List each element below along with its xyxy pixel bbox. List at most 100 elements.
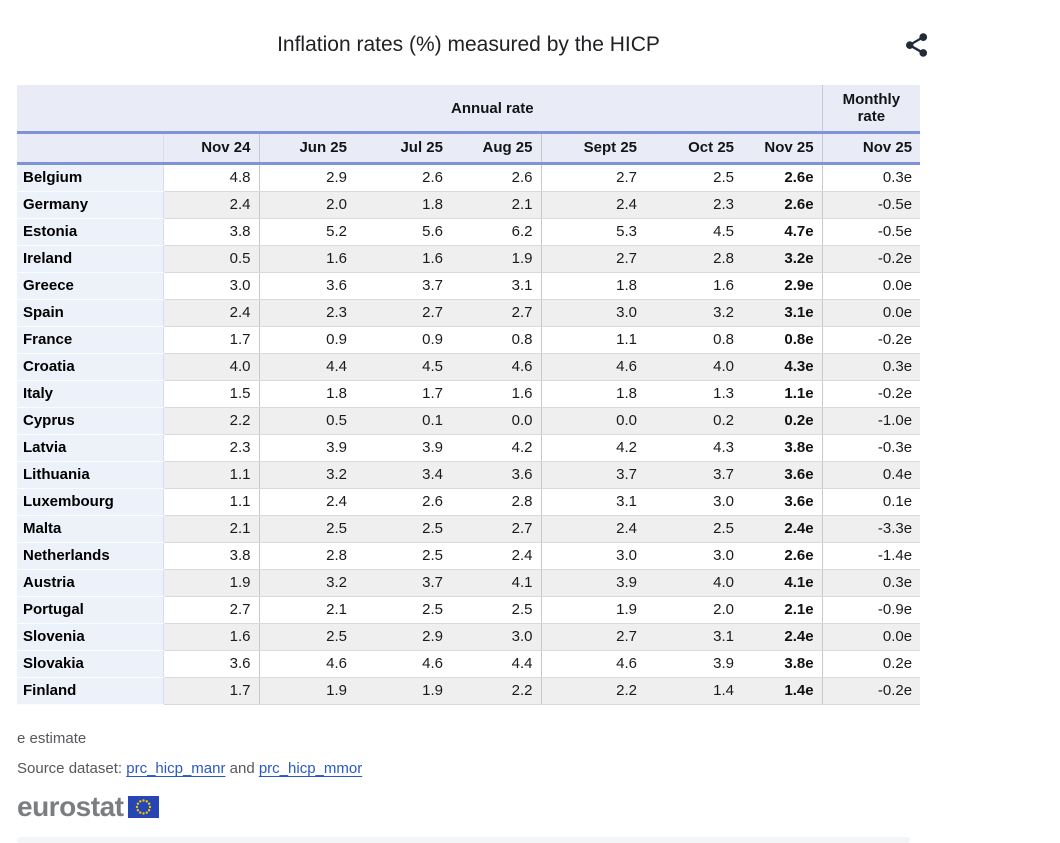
value-cell: 1.4: [645, 677, 742, 705]
corner-cell: [17, 85, 163, 134]
value-cell: 4.2: [451, 434, 542, 462]
value-cell: 4.0: [163, 353, 260, 381]
monthly-value-cell: 0.4e: [822, 461, 921, 489]
value-cell: 2.4: [259, 488, 355, 516]
monthly-column-header: Nov 25: [822, 132, 921, 165]
monthly-value-cell: -0.2e: [822, 326, 921, 354]
value-cell: 1.6: [355, 245, 451, 273]
value-cell: 5.6: [355, 218, 451, 246]
share-icon: [905, 33, 927, 57]
value-cell: 4.4: [259, 353, 355, 381]
monthly-value-cell: -1.0e: [822, 407, 921, 435]
country-cell: Estonia: [17, 218, 164, 246]
value-cell: 0.9: [259, 326, 355, 354]
value-cell: 4.6: [451, 353, 542, 381]
horizontal-scrollbar[interactable]: [17, 837, 910, 843]
value-cell: 3.2: [259, 461, 355, 489]
value-cell: 3.8e: [742, 650, 823, 678]
table-row: Germany 2.4 2.0 1.8 2.1 2.4 2.3 2.6e -0.5e: [17, 191, 921, 219]
country-cell: Spain: [17, 299, 164, 327]
value-cell: 3.9: [355, 434, 451, 462]
column-header: Oct 25: [645, 132, 742, 165]
value-cell: 3.1: [541, 488, 645, 516]
value-cell: 2.8: [645, 245, 742, 273]
country-cell: Latvia: [17, 434, 164, 462]
source-link-manr[interactable]: prc_hicp_manr: [126, 760, 226, 777]
value-cell: 1.4e: [742, 677, 823, 705]
table-row: Netherlands 3.8 2.8 2.5 2.4 3.0 3.0 2.6e -1.4e: [17, 542, 921, 570]
value-cell: 2.4: [541, 191, 645, 219]
value-cell: 3.8: [163, 218, 260, 246]
table-row: Luxembourg 1.1 2.4 2.6 2.8 3.1 3.0 3.6e 0.1e: [17, 488, 921, 516]
eu-flag-icon: [128, 796, 160, 818]
monthly-value-cell: 0.3e: [822, 569, 921, 597]
value-cell: 3.8e: [742, 434, 823, 462]
country-cell: Netherlands: [17, 542, 164, 570]
column-header: Jun 25: [259, 132, 355, 165]
value-cell: 2.2: [451, 677, 542, 705]
value-cell: 3.2: [259, 569, 355, 597]
value-cell: 1.8: [259, 380, 355, 408]
value-cell: 2.5: [259, 623, 355, 651]
country-cell: Luxembourg: [17, 488, 164, 516]
value-cell: 1.9: [163, 569, 260, 597]
value-cell: 2.7: [163, 596, 260, 624]
value-cell: 2.4: [451, 542, 542, 570]
value-cell: 2.0: [259, 191, 355, 219]
value-cell: 1.7: [163, 326, 260, 354]
value-cell: 2.8: [259, 542, 355, 570]
monthly-value-cell: -0.9e: [822, 596, 921, 624]
value-cell: 3.1: [451, 272, 542, 300]
value-cell: 3.0: [645, 542, 742, 570]
value-cell: 1.1e: [742, 380, 823, 408]
value-cell: 0.1: [355, 407, 451, 435]
country-cell: Lithuania: [17, 461, 164, 489]
value-cell: 2.5: [355, 596, 451, 624]
value-cell: 1.6: [259, 245, 355, 273]
value-cell: 2.6e: [742, 191, 823, 219]
inflation-table: Annual rate Monthly rate Nov 24 Jun 25 Jul…: [17, 85, 921, 705]
value-cell: 3.9: [645, 650, 742, 678]
value-cell: 2.1e: [742, 596, 823, 624]
value-cell: 2.6: [355, 488, 451, 516]
value-cell: 1.8: [541, 380, 645, 408]
page-title: Inflation rates (%) measured by the HICP: [277, 33, 660, 56]
value-cell: 2.6: [355, 163, 451, 192]
value-cell: 1.9: [541, 596, 645, 624]
country-cell: Slovenia: [17, 623, 164, 651]
table-row: Ireland 0.5 1.6 1.6 1.9 2.7 2.8 3.2e -0.2e: [17, 245, 921, 273]
value-cell: 4.5: [645, 218, 742, 246]
country-cell: Croatia: [17, 353, 164, 381]
value-cell: 0.9: [355, 326, 451, 354]
eurostat-logo: eurostat: [17, 791, 937, 823]
country-cell: Cyprus: [17, 407, 164, 435]
value-cell: 3.9: [541, 569, 645, 597]
value-cell: 1.7: [163, 677, 260, 705]
value-cell: 2.7: [541, 163, 645, 192]
value-cell: 0.0: [541, 407, 645, 435]
monthly-value-cell: -0.2e: [822, 380, 921, 408]
value-cell: 2.4: [541, 515, 645, 543]
value-cell: 3.2: [645, 299, 742, 327]
country-cell: Austria: [17, 569, 164, 597]
value-cell: 2.3: [259, 299, 355, 327]
monthly-value-cell: -0.2e: [822, 677, 921, 705]
value-cell: 4.3e: [742, 353, 823, 381]
source-link-mmor[interactable]: prc_hicp_mmor: [258, 760, 363, 777]
value-cell: 2.4: [163, 299, 260, 327]
value-cell: 2.7: [451, 299, 542, 327]
value-cell: 3.6: [259, 272, 355, 300]
monthly-value-cell: -0.3e: [822, 434, 921, 462]
value-cell: 2.2: [163, 407, 260, 435]
value-cell: 4.0: [645, 353, 742, 381]
monthly-value-cell: -0.2e: [822, 245, 921, 273]
value-cell: 2.1: [163, 515, 260, 543]
value-cell: 4.4: [451, 650, 542, 678]
share-button[interactable]: [901, 31, 931, 61]
value-cell: 4.6: [541, 353, 645, 381]
value-cell: 3.6e: [742, 461, 823, 489]
value-cell: 1.1: [163, 461, 260, 489]
table-row: Austria 1.9 3.2 3.7 4.1 3.9 4.0 4.1e 0.3e: [17, 569, 921, 597]
content: Inflation rates (%) measured by the HICP…: [17, 31, 937, 843]
value-cell: 3.0: [163, 272, 260, 300]
